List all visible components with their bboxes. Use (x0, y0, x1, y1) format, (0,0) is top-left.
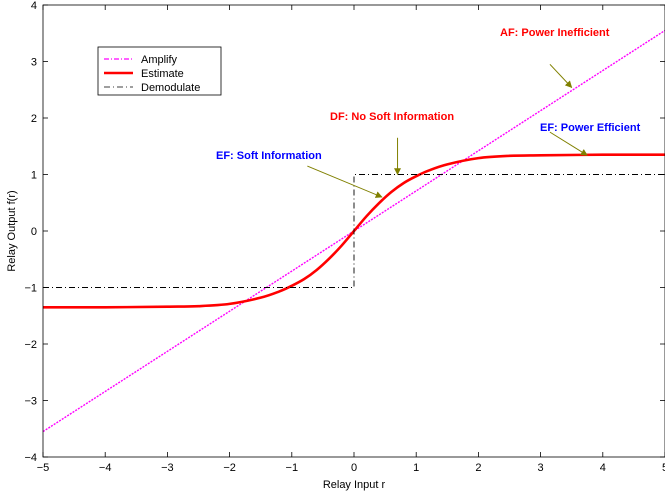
annotation-ef-power-efficient: EF: Power Efficient (540, 122, 641, 134)
y-tick-label: −3 (24, 396, 37, 408)
x-tick-label: 3 (538, 462, 544, 474)
y-tick-label: −4 (24, 452, 37, 464)
y-tick-label: −2 (24, 339, 37, 351)
annotation-arrow-af-power-inefficient (549, 63, 573, 89)
legend-label-estimate: Estimate (141, 68, 184, 80)
y-tick-label: 3 (31, 57, 37, 69)
y-tick-label: 4 (31, 0, 37, 12)
annotation-arrow-ef-soft-information (307, 165, 383, 198)
annotations: AF: Power Inefficient DF: No Soft Inform… (216, 27, 641, 198)
series-layer (42, 29, 665, 433)
y-axis-label: Relay Output f(r) (6, 190, 18, 271)
annotation-arrow-ef-power-efficient (549, 131, 588, 156)
annotation-df-no-soft-information: DF: No Soft Information (330, 111, 454, 123)
x-tick-label: 5 (662, 462, 665, 474)
x-tick-label: −5 (37, 462, 50, 474)
x-tick-label: 4 (600, 462, 606, 474)
x-tick-label: 0 (351, 462, 357, 474)
x-tick-label: −2 (223, 462, 236, 474)
legend-label-amplify: Amplify (141, 54, 178, 66)
y-tick-label: −1 (24, 283, 37, 295)
x-tick-label: 2 (475, 462, 481, 474)
annotation-ef-soft-information: EF: Soft Information (216, 150, 322, 162)
x-tick-label: −1 (286, 462, 299, 474)
legend-label-demodulate: Demodulate (141, 82, 200, 94)
y-tick-label: 1 (31, 170, 37, 182)
series-line-amplify (42, 29, 665, 433)
y-tick-label: 2 (31, 113, 37, 125)
x-tick-label: −3 (161, 462, 174, 474)
legend: Amplify Estimate Demodulate (97, 46, 222, 96)
x-tick-label: 1 (413, 462, 419, 474)
y-tick-label: 0 (31, 226, 37, 238)
annotation-af-power-inefficient: AF: Power Inefficient (500, 27, 610, 39)
x-tick-label: −4 (99, 462, 112, 474)
x-axis-label: Relay Input r (323, 479, 386, 491)
series-line-demodulate (43, 174, 665, 288)
